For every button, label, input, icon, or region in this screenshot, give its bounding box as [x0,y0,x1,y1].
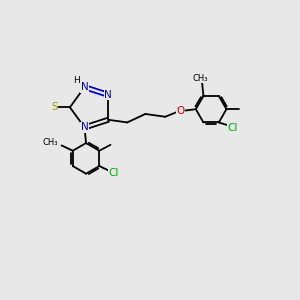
Text: Cl: Cl [108,168,118,178]
Text: H: H [73,76,80,85]
Text: N: N [81,82,88,92]
Text: N: N [81,122,88,133]
Text: S: S [51,102,58,112]
Text: O: O [176,106,184,116]
Text: CH₃: CH₃ [43,138,58,147]
Text: Cl: Cl [228,123,238,134]
Text: CH₃: CH₃ [193,74,208,83]
Text: N: N [104,90,112,100]
